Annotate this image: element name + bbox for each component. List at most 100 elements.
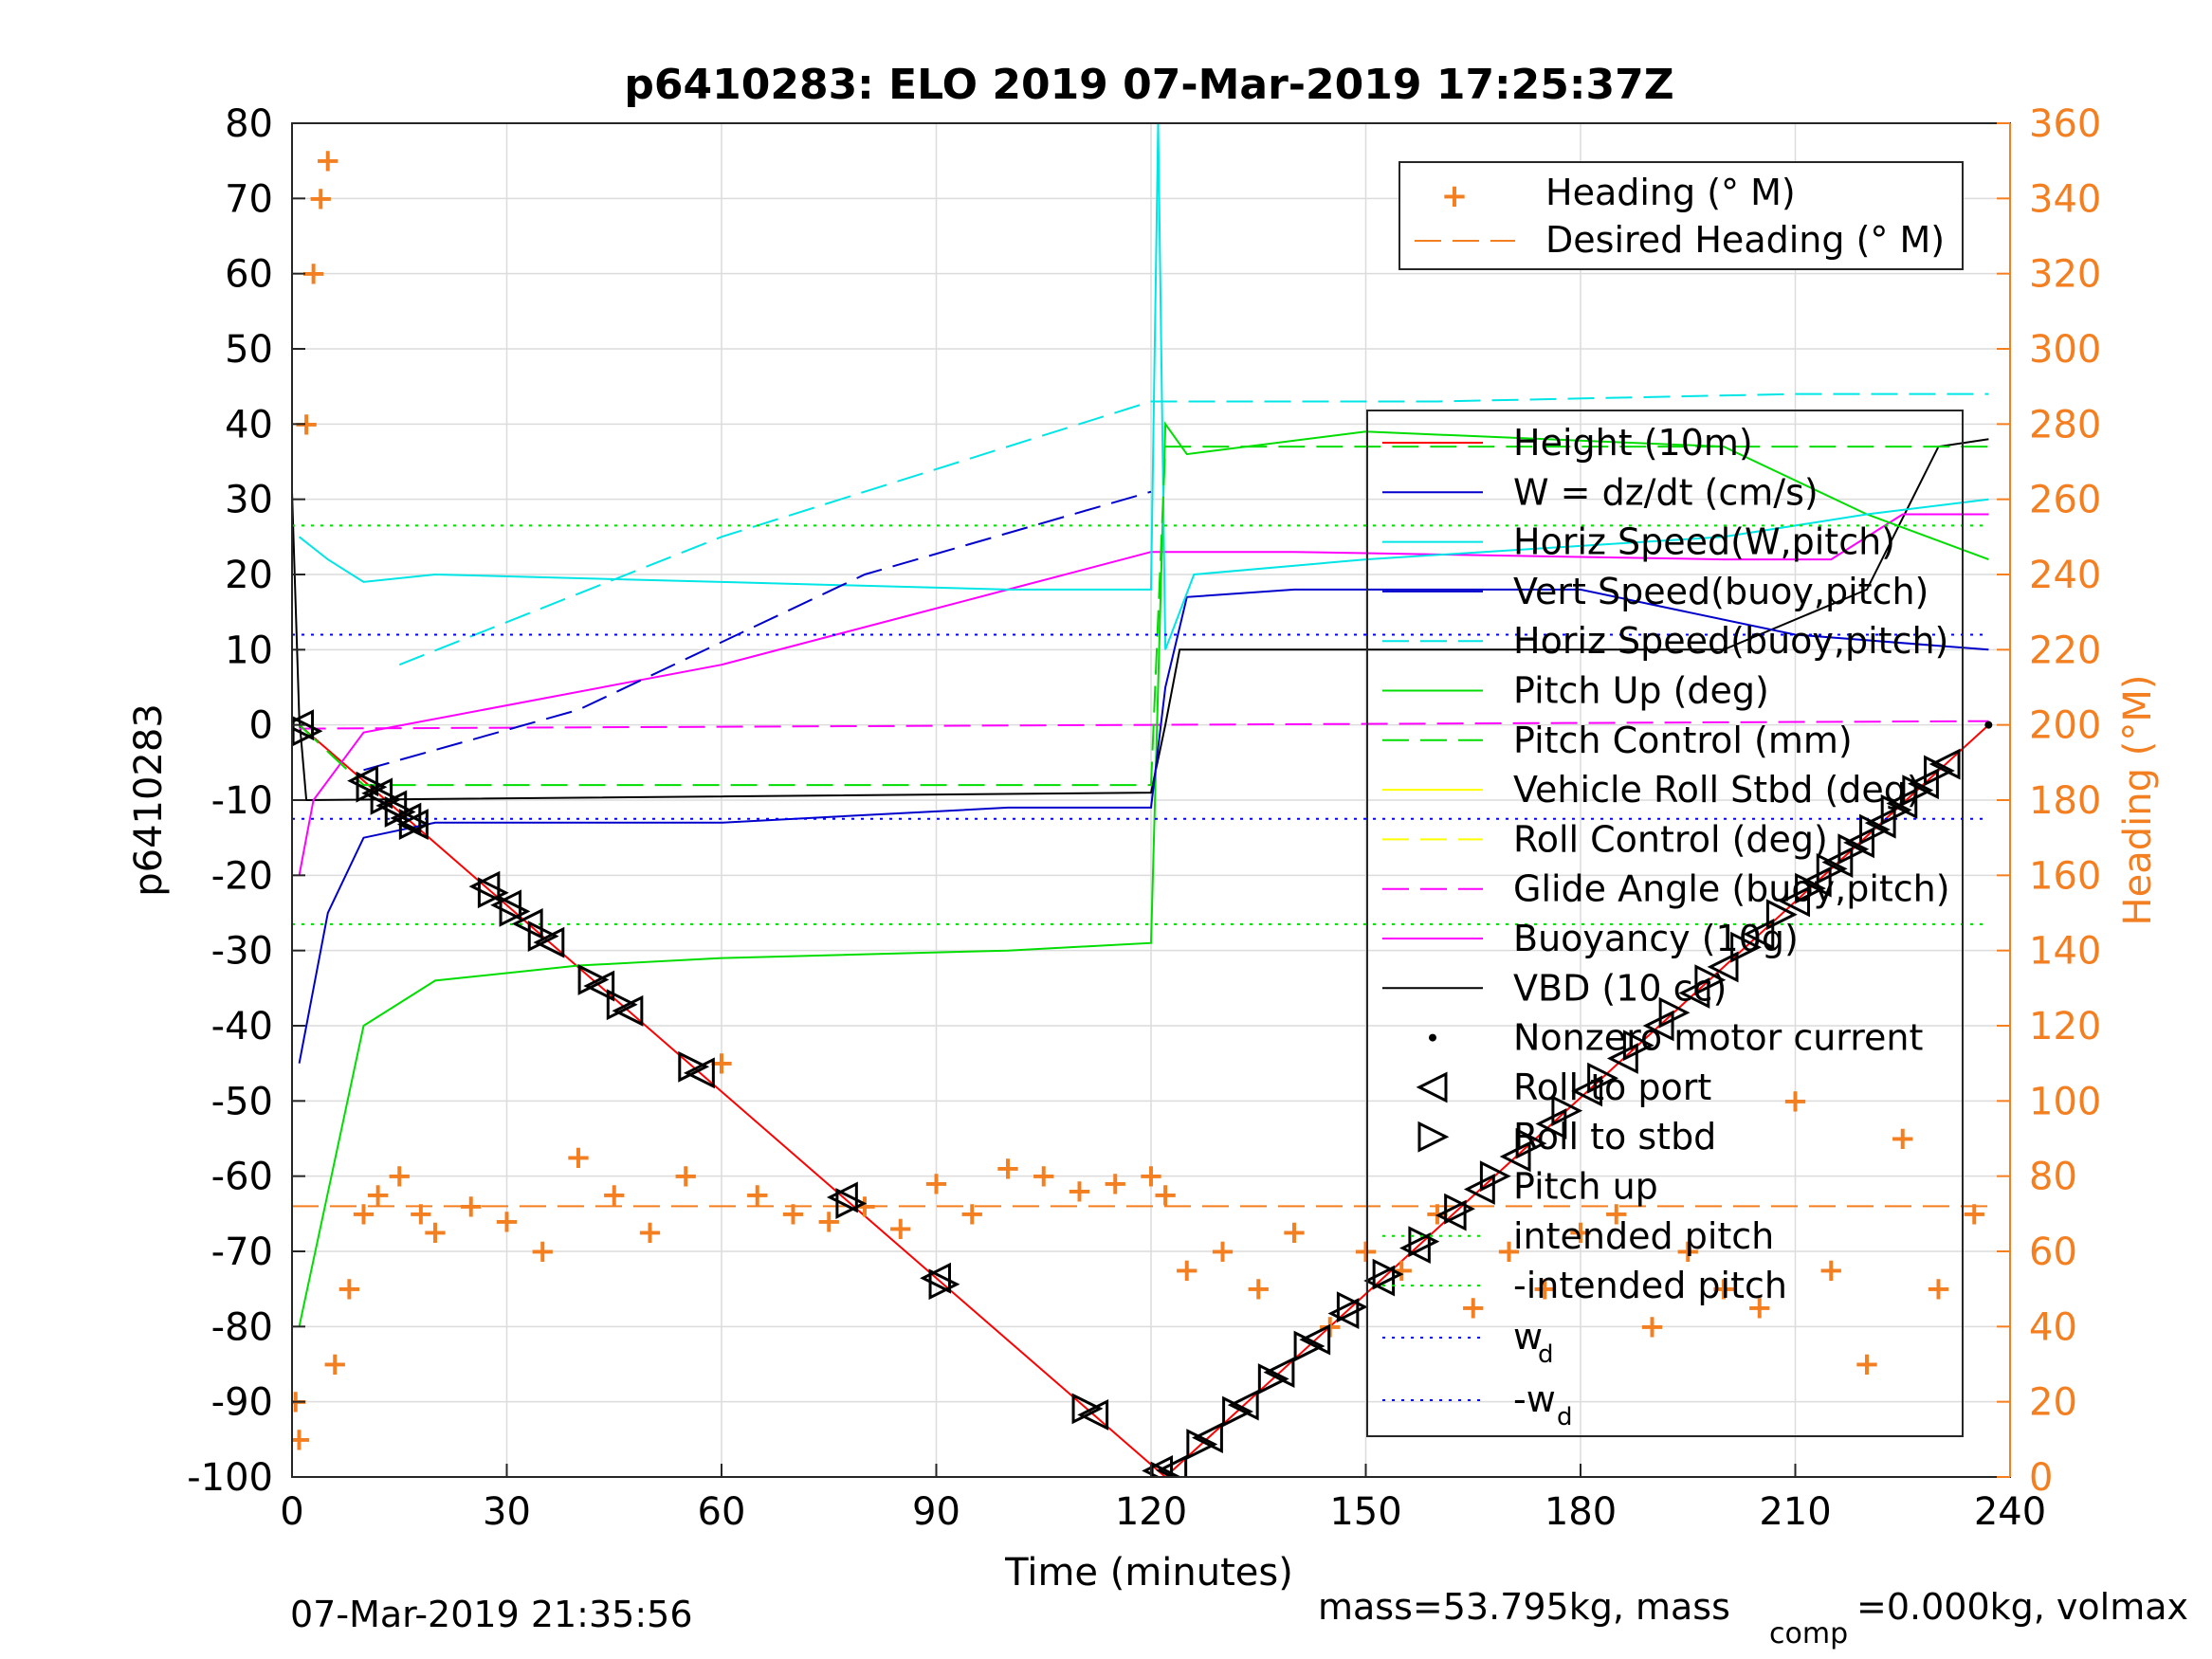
roll-to-port-marker <box>1156 1454 1188 1477</box>
roll-to-port-marker <box>1929 748 1961 780</box>
y-tick-label: 80 <box>225 102 273 146</box>
roll-to-stbd-marker <box>1186 1429 1218 1460</box>
footer-mass-text-end: =0.000kg, volmax <box>1856 1586 2188 1628</box>
roll-to-port-marker <box>920 1262 951 1294</box>
roll-to-port-marker <box>612 994 644 1027</box>
legend-label: Vert Speed(buoy,pitch) <box>1513 571 1929 612</box>
y2-tick-label: 200 <box>2029 704 2101 748</box>
roll-to-port-marker <box>347 765 378 797</box>
roll-to-port-marker <box>1142 1455 1174 1477</box>
roll-to-port-marker <box>826 1181 858 1213</box>
roll-to-port-marker <box>1263 1357 1295 1389</box>
neg-wd-legend-subscript: d <box>1557 1403 1573 1431</box>
heading-point: + <box>307 179 335 217</box>
heading-point: + <box>1890 1120 1917 1158</box>
heading-point: + <box>422 1213 449 1251</box>
series-layer: ++++++++++++++ ++++++++ + + +++++ + + + +++ +++++… <box>285 123 1990 1477</box>
legend-label: Glide Angle (buoy,pitch) <box>1513 868 1950 910</box>
roll-to-stbd-marker <box>1150 1461 1182 1477</box>
x-tick-label: 210 <box>1759 1490 1831 1534</box>
marker-layer <box>292 709 1993 1477</box>
y2-tick-label: 260 <box>2029 479 2101 522</box>
neg-wd-legend-label: -w <box>1513 1378 1556 1420</box>
roll-to-port-marker <box>375 790 408 822</box>
y-tick-label: 50 <box>225 328 273 372</box>
roll-to-stbd-marker <box>1880 793 1912 826</box>
roll-to-port-marker <box>390 802 422 834</box>
heading-point: + <box>1031 1158 1058 1195</box>
roll-to-stbd-marker <box>1795 872 1826 904</box>
y2-axis-label: Heading (°M) <box>2116 675 2160 926</box>
y2-tick-label: 120 <box>2029 1005 2101 1048</box>
y2-tick-label: 240 <box>2029 554 2101 597</box>
roll-to-port-marker <box>1192 1422 1223 1454</box>
legend-label: Pitch up <box>1513 1166 1658 1208</box>
x-tick-label: 60 <box>698 1490 746 1534</box>
y2-tick-label: 340 <box>2029 177 2101 221</box>
y2-tick-label: 360 <box>2029 102 2101 146</box>
roll-to-port-marker <box>533 926 565 958</box>
roll-to-stbd-marker <box>1658 996 1691 1029</box>
heading-point: + <box>1495 1232 1523 1270</box>
roll-to-stbd-marker <box>835 1188 868 1219</box>
heading-point: + <box>1818 1251 1845 1289</box>
heading-point: + <box>458 1187 485 1225</box>
x-tick-label: 120 <box>1115 1490 1187 1534</box>
heading-point: + <box>1567 1213 1595 1251</box>
legend-label: Pitch Up (deg) <box>1513 670 1769 712</box>
heading-point: + <box>285 1420 313 1458</box>
roll-to-stbd-marker <box>1765 899 1798 931</box>
roll-to-port-marker <box>1299 1323 1331 1356</box>
y2-tick-label: 80 <box>2029 1156 2077 1199</box>
y-tick-label: -20 <box>211 854 273 898</box>
y2-tick-label: 40 <box>2029 1305 2077 1349</box>
legend-label: Pitch Control (mm) <box>1513 720 1853 761</box>
legend-label: W = dz/dt (cm/s) <box>1513 471 1819 513</box>
legend-label: Horiz Speed(W,pitch) <box>1513 521 1895 563</box>
roll-to-port-marker <box>583 970 615 1002</box>
heading-point: + <box>1138 1158 1165 1195</box>
y-tick-label: 20 <box>225 554 273 597</box>
roll-to-stbd-marker <box>1444 1193 1476 1225</box>
legend-label: Horiz Speed(buoy,pitch) <box>1513 620 1948 662</box>
y2-tick-label: 20 <box>2029 1381 2077 1425</box>
y-tick-label: -80 <box>211 1305 273 1349</box>
legend-label: Height (10m) <box>1513 422 1753 464</box>
series-line-vbd-10-cc <box>292 438 1989 802</box>
series-line-horiz-speed-buoy-pitch <box>398 392 1989 666</box>
roll-to-stbd-marker <box>1730 931 1763 963</box>
series-line-pitch-control-mm <box>298 446 1989 787</box>
series-line-w-dz-dt-cm-s <box>298 588 1989 1064</box>
heading-point: + <box>1782 1082 1809 1120</box>
heading-point: + <box>1102 1165 1129 1203</box>
y2-tick-label: 280 <box>2029 403 2101 447</box>
heading-point: + <box>1174 1251 1201 1289</box>
roll-to-stbd-marker <box>928 1268 960 1301</box>
tick-layer: 0 30 60 90 120 150 180 210 240-100-90-80-70-60-5… <box>187 102 2101 1534</box>
legend-icon-dot <box>1429 1033 1436 1042</box>
y-tick-label: 0 <box>249 704 273 748</box>
roll-to-port-marker <box>1227 1389 1259 1421</box>
heading-point: + <box>1066 1173 1093 1211</box>
roll-to-stbd-marker <box>678 1050 710 1083</box>
series-line-vert-speed-buoy-pitch <box>363 490 1152 772</box>
roll-to-stbd-marker <box>527 921 559 953</box>
roll-to-stbd-marker <box>577 964 610 995</box>
heading-point: + <box>1961 1194 1988 1232</box>
footer-mass-text: mass=53.795kg, mass <box>1318 1586 1730 1628</box>
legend-label: Vehicle Roll Stbd (deg) <box>1513 769 1921 811</box>
roll-to-stbd-marker <box>398 809 430 840</box>
heading-point: + <box>408 1194 435 1232</box>
series-line-pitch-up-deg <box>298 421 1989 1327</box>
heading-legend: + Heading (° M) Desired Heading (° M) <box>1398 161 1964 270</box>
roll-to-stbd-marker <box>1694 964 1727 996</box>
heading-point: + <box>959 1194 986 1232</box>
y2-tick-label: 60 <box>2029 1231 2077 1274</box>
heading-point: + <box>779 1194 807 1232</box>
legend-label: intended pitch <box>1513 1215 1774 1257</box>
y2-tick-label: 320 <box>2029 253 2101 297</box>
heading-point: + <box>601 1176 629 1214</box>
wd-legend-label: w <box>1513 1316 1543 1358</box>
y2-tick-label: 160 <box>2029 854 2101 898</box>
